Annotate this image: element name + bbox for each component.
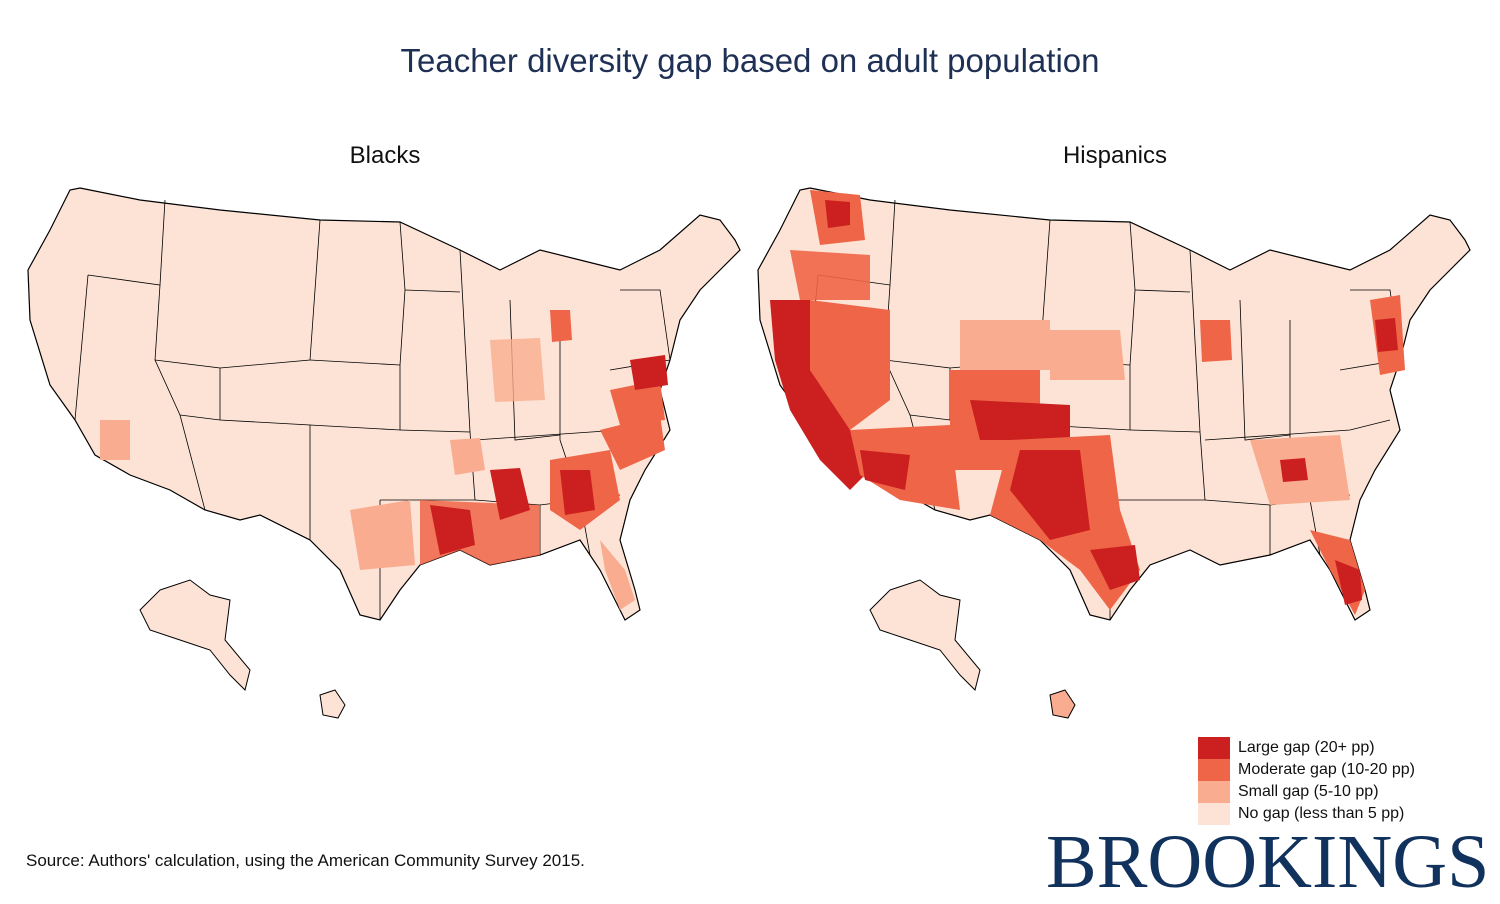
legend-label: Moderate gap (10-20 pp): [1238, 761, 1415, 778]
panel-title-hispanics: Hispanics: [1062, 142, 1168, 169]
legend-swatch-small: [1198, 781, 1230, 803]
gap-regions-blacks: [100, 310, 668, 610]
legend-label: Large gap (20+ pp): [1238, 739, 1375, 756]
map-blacks: [27, 187, 741, 719]
chart-title: Teacher diversity gap based on adult pop…: [400, 42, 1100, 79]
hawaii: [1049, 689, 1076, 719]
legend-label: No gap (less than 5 pp): [1238, 805, 1405, 822]
alaska: [869, 579, 981, 691]
legend-label: Small gap (5-10 pp): [1238, 783, 1379, 800]
legend-swatch-moderate: [1198, 759, 1230, 781]
hawaii: [319, 689, 346, 719]
legend-item: No gap (less than 5 pp): [1198, 803, 1415, 825]
legend-item: Small gap (5-10 pp): [1198, 781, 1415, 803]
legend-item: Large gap (20+ pp): [1198, 737, 1415, 759]
gap-regions-hispanics: [770, 190, 1405, 615]
legend-swatch-large: [1198, 737, 1230, 759]
panel-title-blacks: Blacks: [349, 142, 421, 169]
source-note: Source: Authors' calculation, using the …: [26, 851, 585, 870]
alaska: [139, 579, 251, 691]
legend: Large gap (20+ pp) Moderate gap (10-20 p…: [1198, 737, 1415, 825]
map-hispanics: [757, 187, 1471, 719]
legend-item: Moderate gap (10-20 pp): [1198, 759, 1415, 781]
legend-swatch-none: [1198, 803, 1230, 825]
brookings-logo: BROOKINGS: [1046, 820, 1490, 904]
